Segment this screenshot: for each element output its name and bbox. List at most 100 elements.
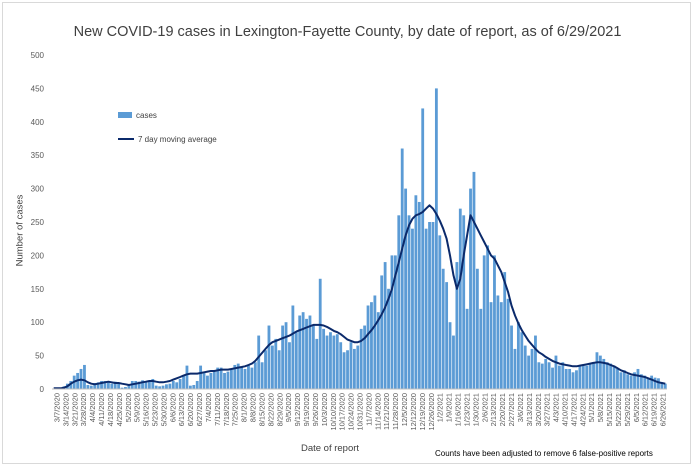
bar (178, 378, 182, 389)
x-tick-label: 5/16/2020 (142, 393, 151, 426)
bar (168, 383, 172, 389)
bar (653, 377, 657, 389)
bar (325, 335, 329, 389)
x-tick-label: 2/13/2021 (489, 393, 498, 426)
bar (257, 335, 261, 389)
y-tick-label: 300 (31, 185, 45, 194)
x-tick-label: 5/30/2020 (159, 393, 168, 426)
bar (93, 382, 97, 389)
legend-label-cases: cases (136, 110, 157, 120)
bar (588, 363, 592, 389)
bar (342, 352, 346, 389)
bar (352, 348, 356, 389)
y-tick-label: 350 (31, 151, 45, 160)
bar (663, 383, 667, 389)
bar (411, 228, 414, 389)
bar (124, 386, 127, 389)
bar (339, 342, 343, 389)
bar (182, 375, 185, 389)
x-tick-label: 9/19/2020 (302, 393, 311, 426)
bar (356, 345, 360, 389)
bar (387, 288, 390, 389)
moving-average-line (53, 204, 666, 390)
bar (274, 338, 278, 389)
x-tick-label: 5/22/2021 (614, 393, 623, 426)
bar (329, 332, 332, 389)
bar (270, 345, 274, 389)
bar (192, 384, 196, 389)
x-tick-label: 7/4/2020 (204, 393, 213, 422)
bar (581, 364, 585, 389)
bar (277, 350, 281, 389)
bar (469, 188, 472, 389)
bar (578, 365, 582, 389)
bar (226, 371, 230, 389)
x-tick-label: 1/30/2021 (471, 393, 480, 426)
bar (472, 171, 476, 389)
x-tick-label: 8/8/2020 (249, 393, 258, 422)
bar (188, 385, 192, 389)
bar (516, 322, 520, 389)
bar (475, 268, 479, 389)
legend-item-moving-average: 7 day moving average (118, 131, 217, 147)
x-tick-label: 3/14/2020 (61, 393, 70, 426)
bar (100, 380, 103, 389)
bar (527, 355, 531, 389)
bar (489, 302, 493, 389)
x-tick-label: 9/12/2020 (293, 393, 302, 426)
bar (335, 334, 339, 389)
bar (441, 268, 445, 389)
bar (264, 350, 267, 389)
x-tick-label: 6/19/2021 (650, 393, 659, 426)
x-tick-label: 12/5/2020 (400, 393, 409, 426)
bar (110, 383, 114, 389)
bar (465, 308, 469, 389)
bar (175, 382, 179, 389)
bar (540, 363, 544, 389)
bar (619, 372, 623, 389)
x-tick-label: 6/20/2020 (186, 393, 195, 426)
bar (622, 370, 626, 389)
bar (482, 255, 486, 389)
x-tick-label: 12/19/2020 (418, 393, 427, 431)
bar (161, 385, 165, 389)
bar (554, 355, 558, 389)
x-tick-label: 11/21/2020 (382, 393, 391, 430)
x-tick-label: 9/5/2020 (284, 393, 293, 422)
x-tick-label: 4/4/2020 (88, 393, 97, 422)
bar (147, 380, 151, 389)
bar (646, 378, 650, 389)
chart-frame (2, 2, 691, 464)
bar (236, 363, 240, 389)
bar (380, 275, 384, 389)
bar (223, 372, 226, 389)
x-tick-label: 11/7/2020 (364, 393, 373, 426)
bar (332, 335, 336, 389)
bar (595, 352, 599, 389)
x-tick-label: 6/6/2020 (168, 393, 177, 422)
bar (445, 282, 449, 389)
x-tick-label: 11/28/2020 (391, 393, 400, 430)
bar (626, 374, 630, 389)
x-tick-label: 4/24/2021 (578, 393, 587, 426)
bar (250, 367, 254, 389)
y-tick-label: 250 (31, 218, 45, 227)
bar (199, 365, 203, 389)
x-tick-label: 1/16/2021 (454, 393, 463, 426)
bar (397, 215, 401, 389)
bar (212, 370, 216, 389)
bar (311, 325, 315, 389)
bar (86, 384, 90, 389)
bar (206, 375, 209, 389)
x-tick-label: 10/3/2020 (320, 393, 329, 426)
bar (568, 368, 572, 389)
bar (414, 195, 418, 389)
bar (267, 325, 271, 389)
x-tick-label: 6/27/2020 (195, 393, 204, 426)
bar (547, 362, 551, 389)
x-tick-label: 4/17/2021 (569, 393, 578, 426)
bar (486, 245, 490, 389)
x-tick-label: 2/27/2021 (507, 393, 516, 426)
bar (106, 380, 110, 389)
x-tick-label: 1/2/2021 (436, 393, 445, 422)
